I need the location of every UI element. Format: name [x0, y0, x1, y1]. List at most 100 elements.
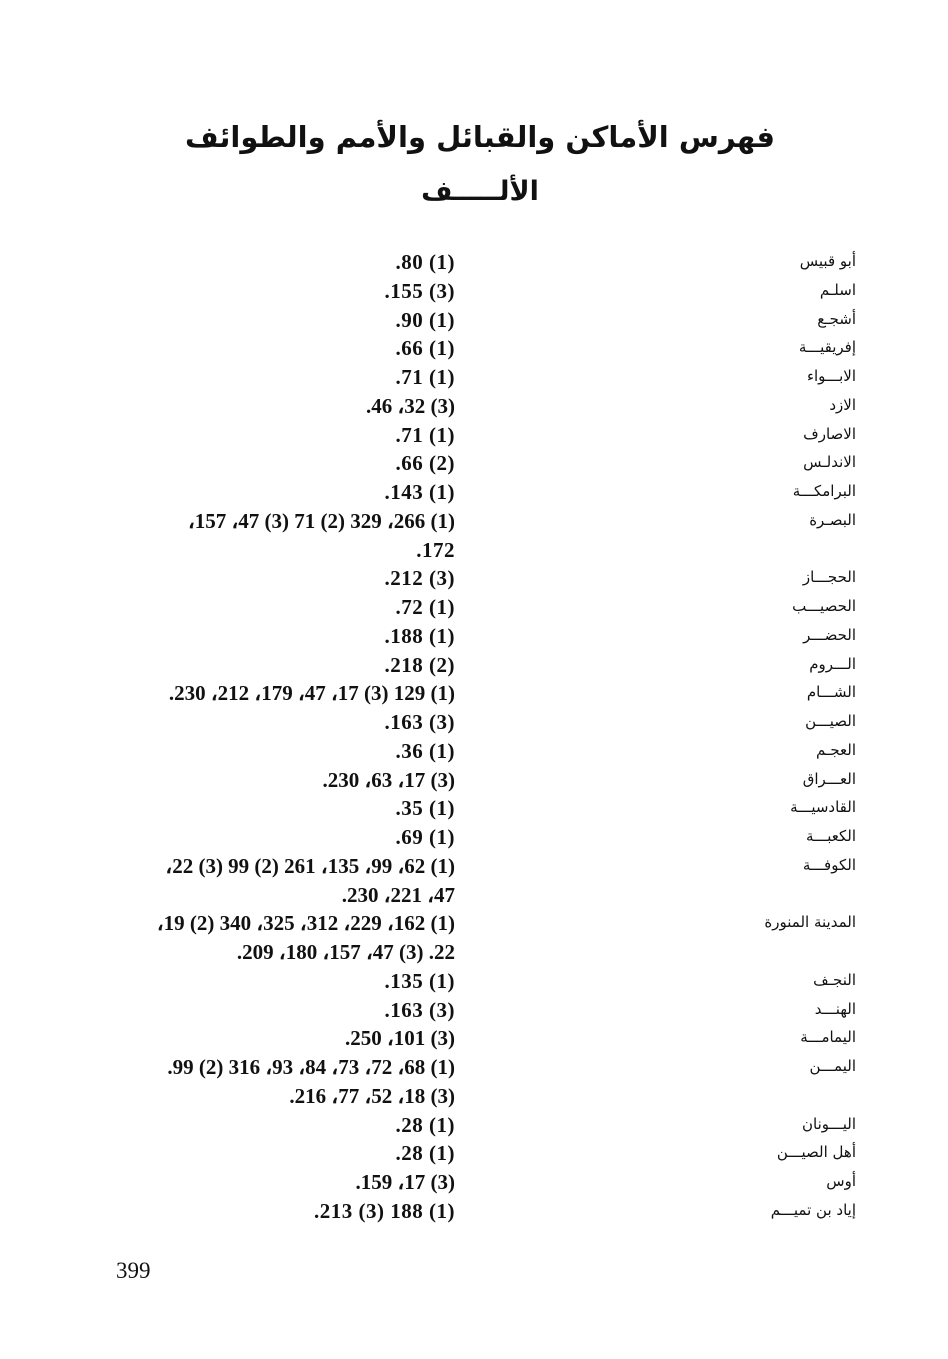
index-entry: اسلـم .155 (3): [0, 279, 948, 308]
entry-line: .216 ،77 ،52 ،18 (3): [0, 1084, 948, 1113]
entry-name: اسلـم: [819, 280, 856, 299]
entry-name: الحجـــاز: [802, 568, 856, 587]
entry-line: الازد .46 ،32 (3): [0, 394, 948, 423]
entry-page-refs: .188 (1): [384, 623, 455, 648]
entry-name: النجـف: [813, 970, 856, 989]
index-entry: اليـــونان .28 (1): [0, 1113, 948, 1142]
entry-line: أهل الصيـــن .28 (1): [0, 1141, 948, 1170]
entry-page-refs: .213 (3) 188 (1): [314, 1198, 455, 1223]
entry-page-refs: .66 (2): [395, 451, 455, 476]
index-entry: اليمامـــة .250 ،101 (3): [0, 1026, 948, 1055]
index-entry: العجـم .36 (1): [0, 739, 948, 768]
entry-name: البرامكـــة: [792, 482, 856, 500]
entry-page-refs: .218 (2): [384, 652, 455, 677]
entry-page-refs: .46 ،32 (3): [365, 393, 455, 418]
entry-name: الحصيـــب: [792, 597, 856, 615]
entry-line: الشـــام .230 ،212 ،179 ،47 ،17 (3) 129 (…: [0, 681, 948, 710]
index-entry: المدينة المنورة ،19 (2) 340 ،325 ،312 ،22…: [0, 911, 948, 969]
index-entry: الازد .46 ،32 (3): [0, 394, 948, 423]
entry-line: العـــراق .230 ،63 ،17 (3): [0, 768, 948, 797]
entry-page-refs: .230 ،221 ،47: [341, 882, 455, 907]
entry-line: اسلـم .155 (3): [0, 279, 948, 308]
index-entry: الشـــام .230 ،212 ،179 ،47 ،17 (3) 129 (…: [0, 681, 948, 710]
index-entry: الكوفـــة ،22 (3) 99 (2) 261 ،135 ،99 ،62…: [0, 854, 948, 912]
entry-name: أهل الصيـــن: [776, 1143, 856, 1162]
entry-page-refs: .163 (3): [384, 997, 455, 1022]
entry-line: النجـف .135 (1): [0, 969, 948, 998]
entry-line: .230 ،221 ،47: [0, 883, 948, 912]
entry-line: البرامكـــة .143 (1): [0, 480, 948, 509]
entry-line: المدينة المنورة ،19 (2) 340 ،325 ،312 ،22…: [0, 911, 948, 940]
index-entry: الابـــواء .71 (1): [0, 365, 948, 394]
entry-page-refs: .250 ،101 (3): [344, 1026, 455, 1051]
entry-page-refs: .143 (1): [384, 480, 455, 504]
entry-line: الاصارف .71 (1): [0, 423, 948, 452]
entry-page-refs: .230 ،63 ،17 (3): [322, 767, 455, 792]
entry-page-refs: .99 (2) 316 ،93 ،84 ،73 ،72 ،68 (1): [167, 1055, 455, 1079]
index-entry: أشجـع .90 (1): [0, 308, 948, 337]
entry-line: الحصيـــب .72 (1): [0, 595, 948, 624]
index-entry: أبو قبيس .80 (1): [0, 250, 948, 279]
index-entry: الصيـــن .163 (3): [0, 710, 948, 739]
entry-line: إياد بن تميـــم .213 (3) 188 (1): [0, 1199, 948, 1228]
entry-name: القادسيـــة: [790, 798, 856, 817]
entry-page-refs: ،19 (2) 340 ،325 ،312 ،229 ،162 (1): [156, 911, 455, 936]
entry-page-refs: .66 (1): [395, 336, 455, 361]
entry-line: .209 ،180 ،157 ،47 (3) .22: [0, 940, 948, 969]
entry-line: اليـــونان .28 (1): [0, 1113, 948, 1142]
entry-page-refs: .135 (1): [384, 968, 455, 993]
entry-line: الاندلـس .66 (2): [0, 451, 948, 480]
index-entry: الاصارف .71 (1): [0, 423, 948, 452]
index-entry: الحجـــاز .212 (3): [0, 566, 948, 595]
entry-page-refs: ،157 ،47 (3) 71 (2) 329 ،266 (1): [187, 508, 455, 533]
entry-page-refs: ،22 (3) 99 (2) 261 ،135 ،99 ،62 (1): [165, 853, 455, 878]
entry-name: اليمامـــة: [800, 1028, 856, 1047]
index-entry: البصـرة ،157 ،47 (3) 71 (2) 329 ،266 (1).…: [0, 509, 948, 567]
index-entry: اليمـــن .99 (2) 316 ،93 ،84 ،73 ،72 ،68 …: [0, 1055, 948, 1113]
entry-name: الابـــواء: [806, 367, 856, 385]
entry-name: أشجـع: [817, 309, 856, 328]
entry-name: إفريقيـــة: [798, 338, 856, 357]
entry-page-refs: .209 ،180 ،157 ،47 (3) .22: [236, 940, 455, 964]
index-entry: الحصيـــب .72 (1): [0, 595, 948, 624]
index-entry: الكعبـــة .69 (1): [0, 825, 948, 854]
index-entry: إفريقيـــة .66 (1): [0, 336, 948, 365]
entry-name: الحضـــر: [803, 625, 856, 644]
entry-line: الكوفـــة ،22 (3) 99 (2) 261 ،135 ،99 ،62…: [0, 854, 948, 883]
index-entry: العـــراق .230 ،63 ،17 (3): [0, 768, 948, 797]
entry-page-refs: .172: [416, 537, 455, 562]
entry-page-refs: .155 (3): [384, 278, 455, 303]
index-entry: الهنـــد .163 (3): [0, 998, 948, 1027]
entry-name: الازد: [829, 395, 856, 414]
index-list: أبو قبيس .80 (1) اسلـم .155 (3) أشجـع .90 (1)…: [0, 250, 948, 1228]
entry-line: أبو قبيس .80 (1): [0, 250, 948, 279]
entry-name: العـــراق: [802, 769, 856, 788]
entry-line: الابـــواء .71 (1): [0, 365, 948, 394]
entry-line: العجـم .36 (1): [0, 739, 948, 768]
entry-line: إفريقيـــة .66 (1): [0, 336, 948, 365]
page-number: 399: [116, 1258, 151, 1283]
entry-name: الهنـــد: [814, 999, 856, 1018]
entry-page-refs: .36 (1): [395, 738, 455, 763]
index-entry: إياد بن تميـــم .213 (3) 188 (1): [0, 1199, 948, 1228]
index-entry: النجـف .135 (1): [0, 969, 948, 998]
entry-line: الحجـــاز .212 (3): [0, 566, 948, 595]
entry-name: الكوفـــة: [802, 855, 856, 874]
page-title: فهرس الأماكن والقبائل والأمم والطوائف: [184, 120, 776, 154]
entry-page-refs: .216 ،77 ،52 ،18 (3): [289, 1083, 455, 1108]
entry-line: الهنـــد .163 (3): [0, 998, 948, 1027]
index-entry: الاندلـس .66 (2): [0, 451, 948, 480]
entry-line: اليمـــن .99 (2) 316 ،93 ،84 ،73 ،72 ،68 …: [0, 1055, 948, 1084]
entry-name: الاندلـس: [803, 453, 856, 472]
section-heading: الألـــــف: [421, 176, 539, 207]
entry-line: أشجـع .90 (1): [0, 308, 948, 337]
index-entry: الـــروم .218 (2): [0, 653, 948, 682]
entry-page-refs: .159 ،17 (3): [355, 1170, 455, 1194]
entry-name: الصيـــن: [805, 712, 856, 730]
index-entry: القادسيـــة .35 (1): [0, 796, 948, 825]
entry-page-refs: .80 (1): [395, 250, 455, 274]
entry-page-refs: .90 (1): [395, 307, 455, 332]
entry-name: الـــروم: [809, 654, 856, 673]
entry-name: الكعبـــة: [805, 827, 856, 845]
entry-name: العجـم: [815, 740, 856, 759]
